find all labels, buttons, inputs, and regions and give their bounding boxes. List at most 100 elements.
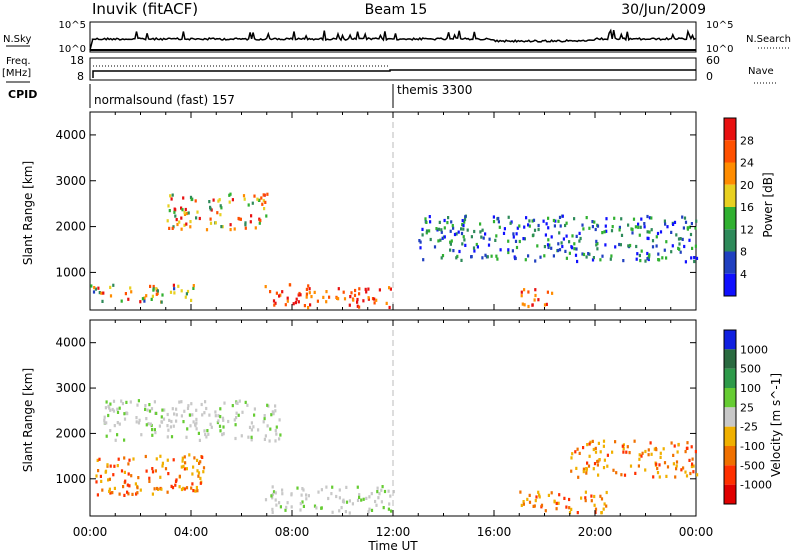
data-cell (155, 411, 158, 415)
data-cell (637, 464, 640, 468)
data-cell (601, 254, 604, 258)
noise-right-tick-top: 10^5 (706, 20, 733, 31)
data-cell (161, 464, 164, 468)
data-cell (172, 458, 175, 462)
data-cell (385, 301, 388, 305)
data-cell (588, 226, 591, 230)
data-cell (305, 295, 308, 299)
data-cell (167, 472, 170, 476)
velocity-y-label: Slant Range [km] (21, 368, 35, 472)
data-cell (175, 419, 178, 423)
data-cell (185, 222, 188, 226)
data-cell (458, 249, 461, 254)
data-cell (558, 215, 562, 219)
y-tick-label: 2000 (55, 426, 86, 440)
data-cell (281, 492, 284, 496)
data-cell (578, 231, 581, 235)
data-cell (231, 404, 234, 408)
data-cell (251, 201, 254, 205)
data-cell (684, 450, 687, 454)
data-cell (108, 406, 111, 410)
data-cell (367, 287, 370, 291)
data-cell (672, 453, 675, 457)
data-cell (305, 292, 308, 296)
data-cell (418, 239, 421, 243)
data-cell (192, 489, 195, 493)
data-cell (233, 418, 236, 422)
data-cell (631, 227, 634, 232)
data-cell (694, 226, 697, 230)
data-cell (686, 441, 689, 445)
y-tick-label: 1000 (55, 472, 86, 486)
data-cell (123, 417, 127, 421)
data-cell (113, 486, 116, 490)
data-cell (135, 416, 138, 420)
data-cell (492, 215, 495, 219)
data-cell (588, 442, 591, 446)
data-cell (338, 488, 341, 492)
data-cell (307, 494, 310, 498)
data-cell (127, 297, 130, 301)
data-cell (129, 286, 132, 290)
data-cell (516, 226, 519, 230)
data-cell (262, 199, 265, 203)
data-cell (178, 474, 181, 478)
data-cell (648, 216, 651, 220)
data-cell (231, 198, 234, 202)
data-cell (528, 500, 532, 504)
data-cell (563, 496, 566, 500)
data-cell (253, 407, 256, 411)
data-cell (109, 402, 112, 406)
data-cell (520, 294, 523, 298)
data-cell (597, 473, 600, 477)
data-cell (176, 222, 179, 227)
data-cell (143, 299, 146, 303)
data-cell (190, 402, 193, 406)
data-cell (217, 199, 220, 203)
data-cell (356, 300, 359, 304)
data-cell (107, 413, 110, 418)
data-cell (272, 299, 276, 303)
data-cell (249, 220, 252, 224)
data-cell (381, 485, 384, 489)
data-cell (576, 259, 579, 264)
data-cell (160, 487, 163, 491)
data-cell (476, 245, 479, 249)
data-cell (108, 487, 111, 491)
data-cell (450, 239, 453, 243)
data-cell (199, 476, 202, 480)
data-cell (429, 237, 432, 242)
data-cell (169, 290, 173, 294)
data-cell (592, 467, 595, 471)
data-cell (180, 227, 183, 231)
data-cell (189, 424, 192, 428)
data-cell (178, 400, 181, 404)
data-cell (484, 232, 487, 236)
data-cell (573, 217, 576, 221)
data-cell (122, 485, 125, 489)
data-cell (219, 415, 222, 419)
data-cell (638, 457, 641, 461)
data-cell (463, 217, 467, 222)
data-cell (460, 227, 463, 231)
data-cell (190, 197, 193, 202)
data-cell (446, 221, 449, 225)
data-cell (656, 466, 659, 471)
colorbar-swatch (724, 484, 736, 504)
data-cell (613, 216, 616, 220)
data-cell (439, 238, 442, 242)
data-cell (678, 247, 681, 251)
data-cell (689, 232, 693, 237)
data-cell (257, 198, 261, 202)
data-cell (496, 257, 499, 261)
data-cell (574, 253, 578, 257)
data-cell (294, 301, 297, 305)
x-axis-label: Time UT (367, 539, 418, 553)
data-cell (137, 399, 140, 403)
data-cell (209, 217, 212, 221)
data-cell (683, 244, 686, 249)
data-cell (576, 511, 579, 515)
data-cell (181, 459, 184, 463)
data-cell (643, 222, 646, 226)
data-cell (605, 504, 608, 508)
